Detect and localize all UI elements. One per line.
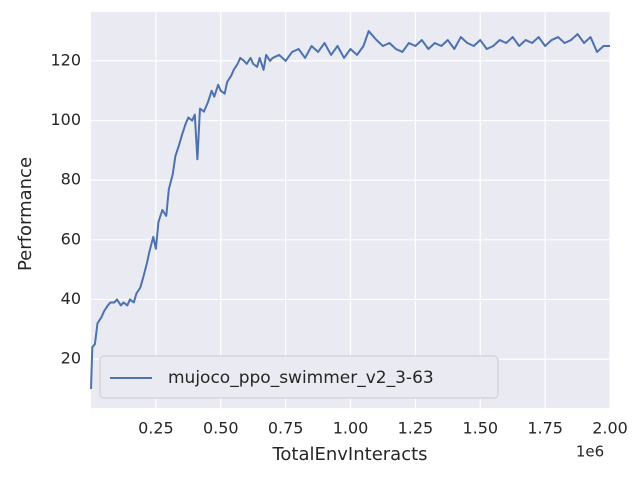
legend-box <box>99 355 499 399</box>
x-tick-label: 2.00 <box>592 419 628 438</box>
data-line <box>90 30 610 389</box>
x-tick-label: 1.75 <box>527 419 563 438</box>
legend-label: mujoco_ppo_swimmer_v2_3-63 <box>168 368 434 388</box>
x-tick-label: 1.25 <box>398 419 434 438</box>
y-tick-label: 80 <box>61 170 81 189</box>
y-tick-label: 20 <box>61 349 81 368</box>
y-tick-label: 40 <box>61 289 81 308</box>
x-tick-label: 0.75 <box>268 419 304 438</box>
x-axis-label: TotalEnvInteracts <box>271 444 427 465</box>
lines <box>90 30 610 389</box>
y-tick-label: 120 <box>50 50 81 69</box>
x-tick-label: 1.00 <box>333 419 369 438</box>
x-tick-label: 0.50 <box>203 419 239 438</box>
y-tick-label: 100 <box>50 110 81 129</box>
grid <box>91 12 611 408</box>
y-axis-label: Performance <box>15 157 36 271</box>
x-tick-label: 0.25 <box>138 419 174 438</box>
y-tick-label: 60 <box>61 229 81 248</box>
x-offset-label: 1e6 <box>576 443 604 461</box>
x-tick-label: 1.50 <box>462 419 498 438</box>
